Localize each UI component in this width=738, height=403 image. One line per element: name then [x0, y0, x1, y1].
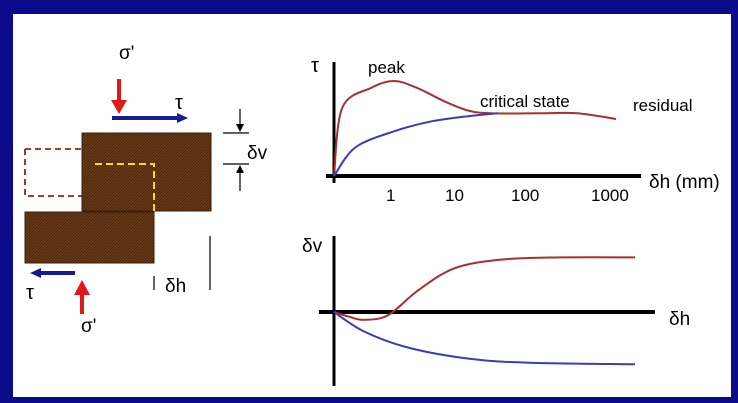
tick-label-1: 1: [386, 186, 395, 205]
upper-block: [81, 132, 212, 212]
tick-label-1000: 1000: [591, 186, 629, 205]
tau-top-label: τ: [175, 92, 183, 114]
shear-box-sketch: σ' τ δv δh τ σ': [24, 43, 268, 337]
tick-label-100: 100: [511, 186, 539, 205]
diagram-panel: σ' τ δv δh τ σ': [13, 14, 731, 397]
sigma-top-arrowhead: [111, 100, 127, 114]
tau-top-arrowhead: [177, 113, 188, 123]
contraction-curve: [333, 311, 636, 366]
tau-chart-x-label: δh (mm): [649, 172, 720, 193]
dv-dimension: δv: [223, 109, 268, 191]
dv-chart-y-label: δv: [302, 236, 323, 257]
annotation-residual: residual: [633, 96, 693, 115]
tau-bottom-label: τ: [26, 282, 34, 304]
tau-bottom-arrowhead: [30, 268, 41, 278]
sigma-top-label: σ': [119, 43, 134, 64]
tau-chart-y-label: τ: [311, 55, 319, 77]
dv-chart-x-label: δh: [669, 309, 690, 330]
volume-change-chart: δv δh: [302, 236, 690, 386]
sigma-bottom-arrowhead: [74, 280, 90, 295]
peak-shear-curve: [333, 80, 617, 177]
overlap-outline: [95, 163, 155, 211]
tick-label-10: 10: [445, 186, 464, 205]
annotation-critical-state: critical state: [480, 92, 570, 111]
dv-label: δv: [247, 143, 268, 164]
dilation-curve: [333, 256, 636, 321]
upper-block-original-outline: [24, 148, 82, 197]
loose-shear-curve: [333, 112, 498, 177]
annotation-peak: peak: [368, 58, 405, 77]
sigma-bottom-label: σ': [81, 316, 96, 337]
dh-dimension: δh: [153, 236, 211, 297]
shear-stress-chart: τ δh (mm) 1 10 100 1000 peak critical st…: [311, 55, 720, 205]
lower-block: [24, 211, 155, 264]
dh-label: δh: [165, 276, 186, 297]
